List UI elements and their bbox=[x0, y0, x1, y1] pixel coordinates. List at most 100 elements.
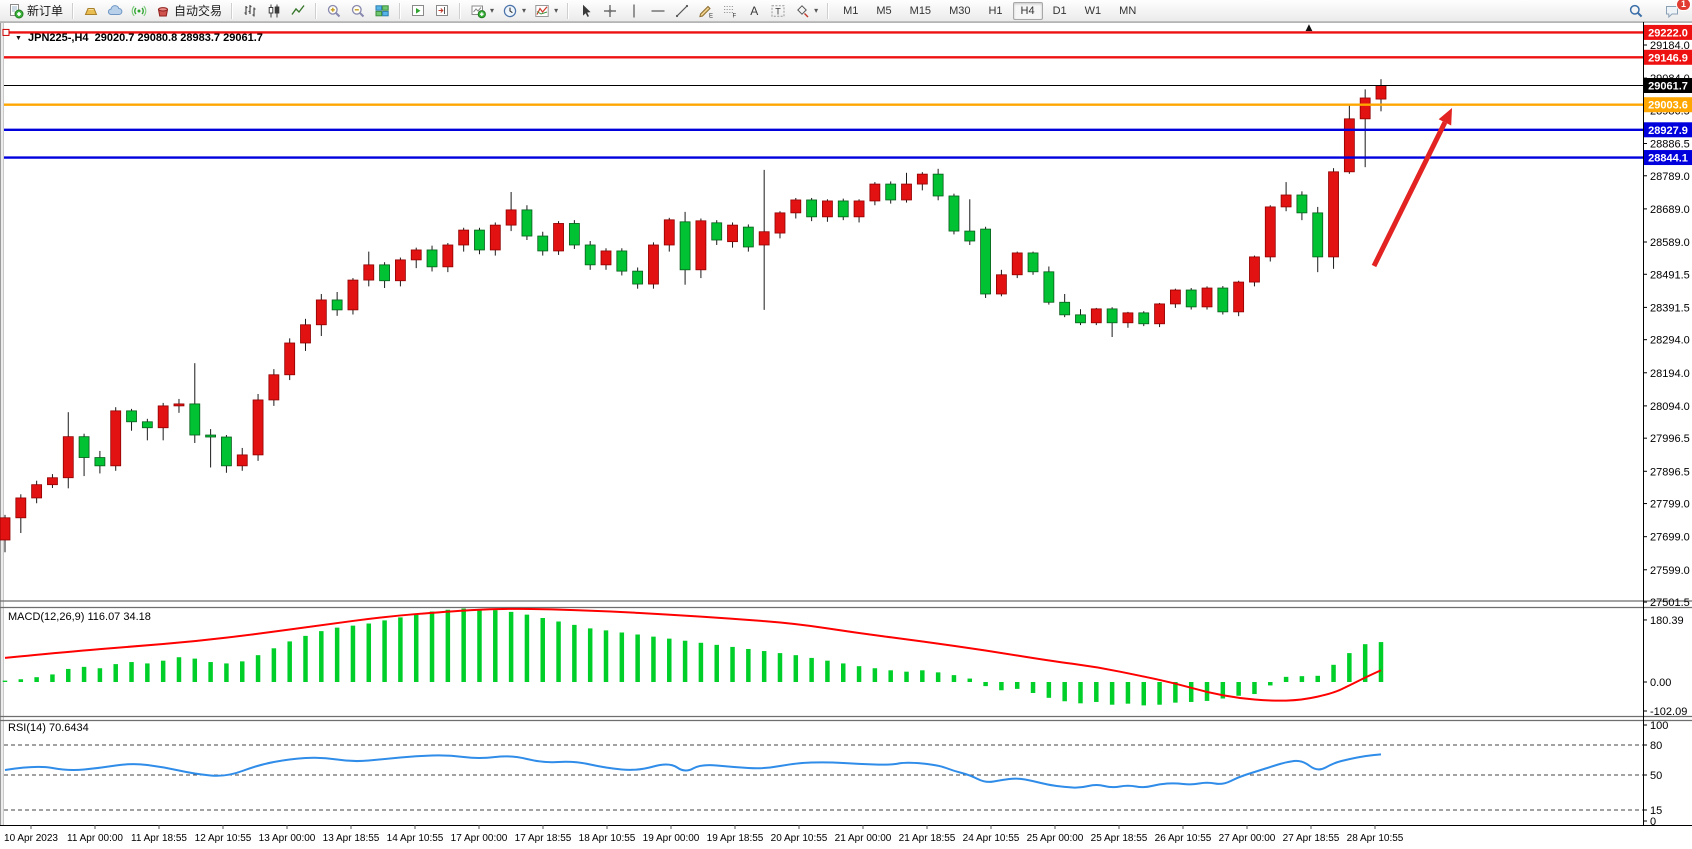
annotation-arrow-head bbox=[1438, 108, 1452, 126]
date-tick-label: 12 Apr 10:55 bbox=[195, 833, 252, 844]
timeframe-m15-button[interactable]: M15 bbox=[909, 4, 932, 17]
chart-title: JPN225-,H4 29020.7 29080.8 28983.7 29061… bbox=[28, 32, 263, 44]
equidistant-channel-button[interactable]: E bbox=[694, 0, 718, 22]
timeframe-w1-button[interactable]: W1 bbox=[1084, 4, 1102, 17]
indicators-menu-button-dropdown-icon[interactable]: ▾ bbox=[554, 5, 559, 15]
signals-icon[interactable] bbox=[127, 0, 151, 22]
rsi-pane[interactable] bbox=[4, 744, 1643, 811]
timeframe-h4-button[interactable]: H4 bbox=[1012, 1, 1043, 20]
date-tick-label: 11 Apr 00:00 bbox=[67, 833, 123, 844]
trendline-button[interactable] bbox=[670, 0, 694, 22]
notifications-button[interactable]: 1 bbox=[1660, 0, 1691, 22]
fibonacci-button[interactable]: F bbox=[718, 0, 742, 22]
macd-scale-label: -102.09 bbox=[1650, 706, 1687, 718]
candle-body bbox=[837, 200, 849, 218]
crosshair-tool-button[interactable] bbox=[598, 0, 622, 22]
toolbar-group-2 bbox=[236, 0, 312, 22]
rsi-scale-label: 50 bbox=[1650, 770, 1662, 782]
chart-shift-button[interactable] bbox=[430, 0, 454, 22]
timeframe-mn-button[interactable]: MN bbox=[1119, 4, 1137, 17]
macd-pane[interactable] bbox=[2, 607, 1384, 706]
candle-body bbox=[948, 195, 960, 232]
market-watch-icon[interactable] bbox=[79, 0, 103, 22]
candle-body bbox=[315, 299, 327, 326]
toolbar-group-0: 新订单 bbox=[2, 0, 69, 22]
price-tick-label: 28491.5 bbox=[1650, 269, 1690, 281]
shapes-menu-button[interactable]: ▾ bbox=[790, 0, 822, 22]
candlestick-chart-button[interactable] bbox=[262, 0, 286, 22]
tile-windows-button[interactable] bbox=[370, 0, 394, 22]
auto-arrange-button[interactable] bbox=[406, 0, 430, 22]
vertical-line-button[interactable] bbox=[622, 0, 646, 22]
cloud-sync-icon[interactable] bbox=[103, 0, 127, 22]
candle-body bbox=[1138, 312, 1150, 325]
candle-body bbox=[600, 250, 612, 266]
candle-body bbox=[885, 183, 897, 201]
candle-body bbox=[1059, 301, 1071, 316]
price-tick-label: 28391.5 bbox=[1650, 302, 1690, 314]
date-tick-label: 10 Apr 2023 bbox=[4, 833, 58, 844]
new-chart-button-dropdown-icon[interactable]: ▾ bbox=[490, 5, 495, 15]
new-chart-button[interactable]: ▾ bbox=[466, 0, 498, 22]
macd-indicator-label: MACD(12,26,9) 116.07 34.18 bbox=[8, 611, 151, 623]
period-menu-button[interactable]: ▾ bbox=[498, 0, 530, 22]
candle-body bbox=[790, 199, 802, 214]
text-tool-button[interactable]: A bbox=[742, 0, 766, 22]
timeframe-d1-button[interactable]: D1 bbox=[1052, 4, 1067, 17]
price-tick-label: 28886.5 bbox=[1650, 139, 1690, 151]
date-tick-label: 13 Apr 00:00 bbox=[259, 833, 316, 844]
autotrade-button[interactable]: 自动交易 bbox=[151, 0, 226, 22]
svg-text:F: F bbox=[733, 13, 737, 19]
zoom-in-icon bbox=[326, 3, 342, 19]
candles-layer[interactable] bbox=[0, 79, 1387, 553]
period-menu-button-dropdown-icon[interactable]: ▾ bbox=[522, 5, 527, 15]
text-label-button[interactable]: T bbox=[766, 0, 790, 22]
candle-body bbox=[236, 454, 248, 467]
search-button[interactable] bbox=[1624, 0, 1648, 22]
candle-body bbox=[284, 342, 296, 376]
price-badge bbox=[1644, 24, 1692, 40]
line-anchor-handle[interactable] bbox=[2, 28, 10, 36]
price-badge-label: 28927.9 bbox=[1648, 125, 1688, 137]
timeframe-h1-button[interactable]: H1 bbox=[988, 4, 1003, 17]
zoom-in-button[interactable] bbox=[322, 0, 346, 22]
cursor-tool-button[interactable] bbox=[574, 0, 598, 22]
line-chart-button[interactable] bbox=[286, 0, 310, 22]
rsi-scale-label: 100 bbox=[1650, 720, 1668, 732]
candle-body bbox=[78, 436, 90, 458]
cloud-icon bbox=[107, 3, 123, 19]
candle-body bbox=[1359, 97, 1371, 120]
price-tick-label: 27501.5 bbox=[1650, 597, 1690, 609]
toolbar-group-4 bbox=[404, 0, 456, 22]
candle-body bbox=[679, 221, 691, 271]
candle-body bbox=[711, 222, 723, 241]
timeframe-m1-button[interactable]: M1 bbox=[843, 4, 859, 17]
text-label-icon: T bbox=[770, 3, 786, 19]
shapes-menu-button-dropdown-icon[interactable]: ▾ bbox=[814, 5, 819, 15]
candle-body bbox=[568, 223, 580, 246]
toolbar-separator bbox=[315, 2, 318, 19]
candle-body bbox=[15, 497, 27, 519]
price-badge-label: 29222.0 bbox=[1648, 27, 1688, 39]
new-order-button[interactable]: 新订单 bbox=[4, 0, 67, 22]
price-badge bbox=[1644, 97, 1692, 113]
bar-chart-button[interactable] bbox=[238, 0, 262, 22]
candle-body bbox=[663, 219, 675, 246]
candle-body bbox=[1312, 212, 1324, 258]
pencil-e-icon: E bbox=[698, 3, 714, 19]
zoom-out-button[interactable] bbox=[346, 0, 370, 22]
horizontal-line-button[interactable] bbox=[646, 0, 670, 22]
price-tick-label: 27996.5 bbox=[1650, 433, 1690, 445]
symbol-dropdown-icon[interactable]: ▼ bbox=[15, 35, 22, 42]
trendline-icon bbox=[674, 3, 690, 19]
timeframe-m5-button[interactable]: M5 bbox=[876, 4, 892, 17]
date-tick-label: 17 Apr 00:00 bbox=[451, 833, 508, 844]
indicators-menu-button[interactable]: ▾ bbox=[530, 0, 562, 22]
arrow-up-marker[interactable]: ▲ bbox=[1306, 23, 1313, 33]
timeframe-m30-button[interactable]: M30 bbox=[949, 4, 971, 17]
annotation-arrow-shaft[interactable] bbox=[1371, 121, 1448, 268]
candle-body bbox=[727, 224, 738, 243]
candle-body bbox=[31, 484, 43, 499]
candle-body bbox=[1375, 85, 1387, 100]
